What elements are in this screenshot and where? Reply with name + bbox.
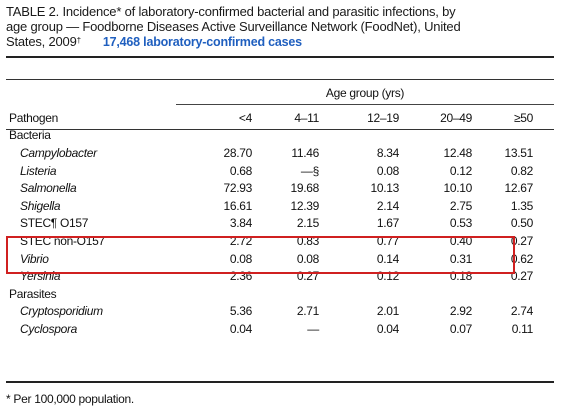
- table-row: Cyclospora 0.04 — 0.04 0.07 0.11: [6, 320, 536, 338]
- value-cell: 0.14: [376, 251, 399, 266]
- value-cell: 0.04: [376, 321, 399, 336]
- stec-highlight-box: [6, 236, 515, 274]
- value-cell: 0.68: [229, 163, 252, 178]
- title-line-3-text: States, 2009: [6, 34, 77, 49]
- pathogen-column-header: Pathogen: [9, 110, 58, 125]
- value-cell: 10.13: [370, 181, 399, 196]
- value-cell: 3.84: [229, 216, 252, 231]
- value-cell: 12.39: [290, 198, 319, 213]
- value-cell: 0.31: [449, 251, 472, 266]
- value-cell: —§: [300, 163, 319, 178]
- section-row: Parasites: [6, 285, 536, 303]
- value-cell: 0.08: [376, 163, 399, 178]
- column-header-row: Pathogen <4 4–11 12–19 20–49 ≥50: [6, 109, 536, 127]
- value-cell: 2.92: [449, 304, 472, 319]
- value-cell: 12.48: [443, 145, 472, 160]
- pathogen-cell: Cyclospora: [20, 321, 78, 336]
- section-label: Parasites: [9, 286, 57, 301]
- value-cell: 2.01: [376, 304, 399, 319]
- title-line-2: age group — Foodborne Diseases Active Su…: [6, 19, 461, 34]
- value-cell: 0.11: [511, 321, 534, 336]
- pathogen-cell: Salmonella: [20, 181, 77, 196]
- value-cell: 19.68: [290, 181, 319, 196]
- pathogen-cell: Listeria: [20, 163, 57, 178]
- section-row: Bacteria: [6, 127, 536, 145]
- empty-cell: [255, 285, 322, 303]
- table-row: Cryptosporidium 5.36 2.71 2.01 2.92 2.74: [6, 303, 536, 321]
- pathogen-cell: Vibrio: [20, 251, 49, 266]
- value-cell: 0.08: [229, 251, 252, 266]
- pathogen-cell: STEC¶ O157: [20, 216, 89, 231]
- empty-cell: [322, 285, 402, 303]
- value-cell: 10.10: [443, 181, 472, 196]
- incidence-table: Pathogen <4 4–11 12–19 20–49 ≥50 Bacteri…: [6, 109, 536, 338]
- value-cell: 0.62: [510, 251, 533, 266]
- top-rule: [6, 56, 554, 58]
- value-cell: 0.04: [229, 321, 252, 336]
- value-cell: 2.15: [296, 216, 319, 231]
- empty-cell: [475, 285, 536, 303]
- section-label: Bacteria: [9, 128, 51, 143]
- footnote: * Per 100,000 population.: [6, 392, 134, 406]
- value-cell: 0.50: [510, 216, 533, 231]
- value-cell: 0.27: [510, 233, 533, 248]
- value-cell: 2.71: [296, 304, 319, 319]
- value-cell: 0.07: [449, 321, 472, 336]
- pathogen-cell: Cryptosporidium: [20, 304, 103, 319]
- value-cell: 72.93: [223, 181, 252, 196]
- empty-cell: [402, 285, 475, 303]
- value-cell: 0.82: [510, 163, 533, 178]
- header-bottom-rule: [6, 129, 554, 130]
- cases-annotation: 17,468 laboratory-confirmed cases: [102, 35, 302, 49]
- header-top-rule: [6, 79, 554, 80]
- value-cell: 2.74: [510, 304, 533, 319]
- pathogen-cell: Shigella: [20, 198, 61, 213]
- value-cell: 8.34: [376, 145, 399, 160]
- table-row: Campylobacter 28.70 11.46 8.34 12.48 13.51: [6, 144, 536, 162]
- value-cell: 5.36: [229, 304, 252, 319]
- table-row: Salmonella 72.93 19.68 10.13 10.10 12.67: [6, 179, 536, 197]
- title-line-1: TABLE 2. Incidence* of laboratory-confir…: [6, 4, 456, 19]
- age-group-header: Age group (yrs): [325, 86, 405, 100]
- column-header: <4: [238, 110, 252, 125]
- value-cell: 0.53: [449, 216, 472, 231]
- value-cell: 28.70: [223, 145, 252, 160]
- table-title: TABLE 2. Incidence* of laboratory-confir…: [6, 4, 558, 50]
- column-header: ≥50: [513, 110, 533, 125]
- bottom-rule: [6, 381, 554, 383]
- value-cell: 1.67: [376, 216, 399, 231]
- value-cell: —: [307, 321, 319, 336]
- column-header: 20–49: [440, 110, 472, 125]
- value-cell: 11.46: [291, 145, 319, 160]
- table-body: Bacteria Campylobacter 28.70 11.46 8.34 12.48…: [6, 127, 536, 338]
- value-cell: 2.75: [449, 198, 472, 213]
- table-row: Shigella 16.61 12.39 2.14 2.75 1.35: [6, 197, 536, 215]
- pathogen-cell: Campylobacter: [20, 145, 97, 160]
- value-cell: 16.61: [223, 198, 252, 213]
- value-cell: 0.27: [510, 269, 533, 284]
- table-row: Vibrio 0.08 0.08 0.14 0.31 0.62: [6, 250, 536, 268]
- value-cell: 13.51: [504, 145, 533, 160]
- column-header: 4–11: [294, 110, 319, 125]
- value-cell: 0.08: [296, 251, 319, 266]
- dagger-footnote-mark: †: [76, 36, 81, 45]
- value-cell: 12.67: [504, 181, 533, 196]
- value-cell: 2.14: [376, 198, 399, 213]
- empty-cell: [186, 285, 255, 303]
- column-header: 12–19: [367, 110, 399, 125]
- age-group-rule: [176, 104, 554, 105]
- value-cell: 0.12: [449, 163, 472, 178]
- value-cell: 1.35: [510, 198, 533, 213]
- title-line-3: States, 2009† 17,468 laboratory-confirmed…: [6, 34, 558, 50]
- table-row: Listeria 0.68 —§ 0.08 0.12 0.82: [6, 162, 536, 180]
- table-row: STEC¶ O157 3.84 2.15 1.67 0.53 0.50: [6, 215, 536, 233]
